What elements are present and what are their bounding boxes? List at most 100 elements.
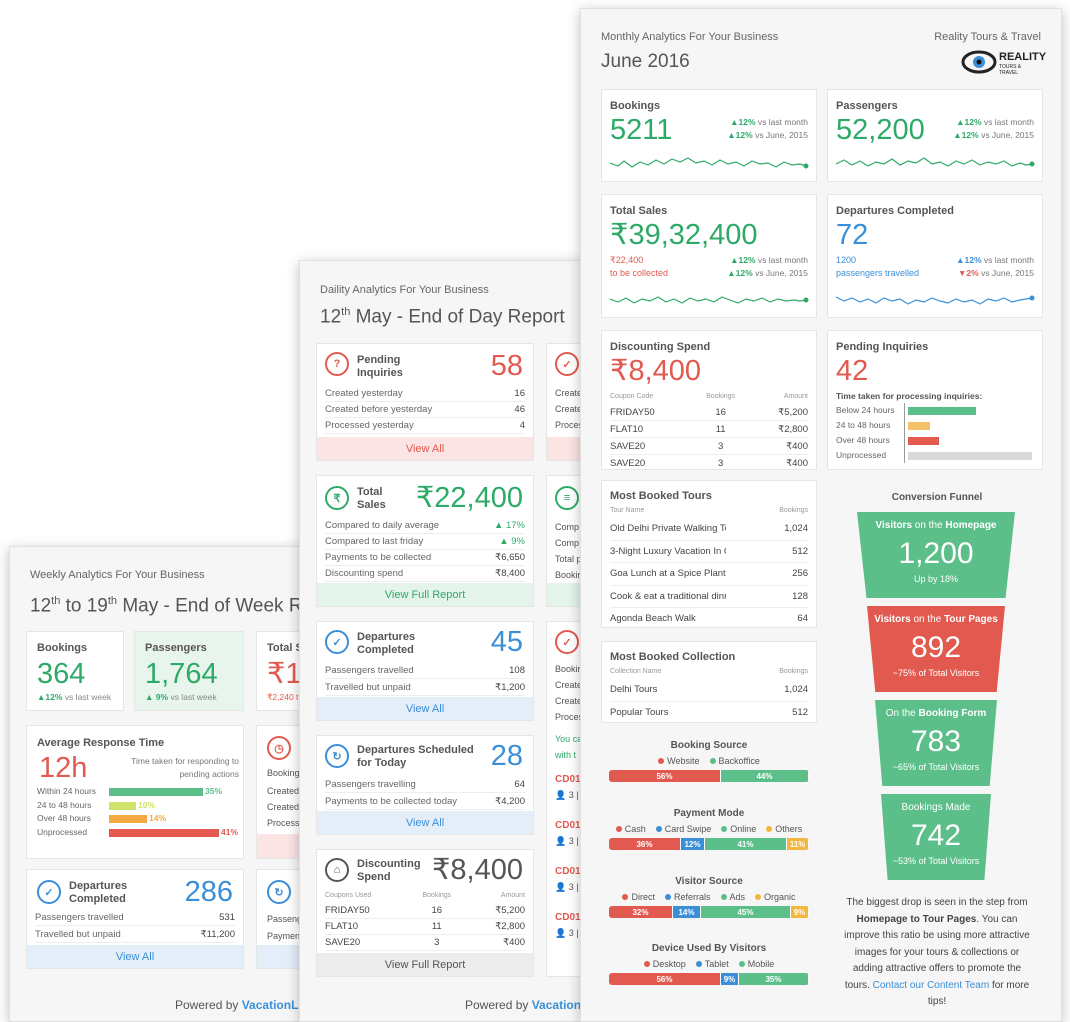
most-booked-tours-card[interactable]: Most Booked Tours Tour Name Bookings Old D… bbox=[601, 480, 817, 628]
inquiry-row-label: 24 to 48 hours bbox=[836, 420, 891, 430]
response-bar bbox=[109, 815, 147, 823]
refresh-icon: ↻ bbox=[267, 880, 291, 904]
seg-bar-segment: 9% bbox=[791, 906, 809, 918]
cd-sub: 👤 3 | bbox=[555, 790, 579, 800]
daily-powered: Powered by Vacation bbox=[465, 998, 582, 1012]
table-row: SAVE20 3 ₹400 bbox=[325, 935, 525, 951]
cd-sub: 👤 3 | bbox=[555, 836, 579, 846]
kv-row: Payments to be collected ₹6,650 bbox=[325, 550, 525, 566]
legend-dot bbox=[655, 826, 662, 832]
inquiry-bar bbox=[908, 437, 939, 445]
weekly-tag: Weekly Analytics For Your Business bbox=[30, 569, 205, 581]
legend-dot bbox=[738, 961, 745, 967]
funnel-step-bookings-made[interactable]: Bookings Made 742 ~53% of Total Visitors bbox=[881, 794, 991, 880]
monthly-report-panel: Monthly Analytics For Your Business June… bbox=[580, 8, 1062, 1022]
monthly-bookings-card[interactable]: Bookings 5211 ▲12% vs last month ▲12% vs … bbox=[601, 89, 817, 182]
weekly-departures-view-all[interactable]: View All bbox=[27, 945, 243, 968]
response-row-label: Over 48 hours bbox=[37, 813, 91, 823]
table-row: FRIDAY50 16 ₹5,200 bbox=[610, 404, 808, 421]
cd-code: CD01 bbox=[555, 774, 581, 785]
seg-bar-segment: 36% bbox=[609, 838, 681, 850]
seg-chart-legend: Website Backoffice bbox=[609, 756, 809, 766]
funnel-step-tour-pages[interactable]: Visitors on the Tour Pages 892 ~75% of T… bbox=[867, 606, 1005, 692]
company-logo: REALITY TOURS & TRAVEL bbox=[961, 49, 1046, 76]
table-row: Goa Lunch at a Spice Plantation and..256 bbox=[610, 563, 808, 586]
legend-dot bbox=[643, 961, 650, 967]
daily-sales-card[interactable]: ₹ Total Sales ₹22,400 Compared to daily a… bbox=[316, 475, 534, 607]
check-icon: ✓ bbox=[37, 880, 61, 904]
seg-bar-segment: 32% bbox=[609, 906, 673, 918]
daily-discount-view-report[interactable]: View Full Report bbox=[317, 953, 533, 976]
daily-tag: Daility Analytics For Your Business bbox=[320, 284, 489, 296]
seg-bar-segment: 56% bbox=[609, 770, 721, 782]
response-row-label: Unprocessed bbox=[37, 826, 88, 837]
daily-title: 12th May - End of Day Report bbox=[320, 306, 565, 328]
weekly-departures-card[interactable]: ✓ Departures Completed 286 Passengers tra… bbox=[26, 869, 244, 969]
table-row: Popular Tours 512 bbox=[610, 702, 808, 723]
response-pct: 35% bbox=[205, 786, 223, 796]
weekly-powered: Powered by VacationL bbox=[175, 998, 299, 1012]
kv-row: Travelled but unpaid ₹1,200 bbox=[325, 680, 525, 696]
funnel-step-homepage[interactable]: Visitors on the Homepage 1,200 Up by 18% bbox=[857, 512, 1015, 598]
seg-bar-segment: 35% bbox=[739, 973, 809, 985]
kv-row: Travelled but unpaid ₹11,200 bbox=[35, 927, 235, 943]
axis-line bbox=[904, 403, 905, 418]
table-row: Agonda Beach Walk 64 bbox=[610, 608, 808, 627]
table-row: FRIDAY50 16 ₹5,200 bbox=[325, 903, 525, 919]
cd-sub: 👤 3 | bbox=[555, 928, 579, 938]
monthly-discount-card[interactable]: Discounting Spend ₹8,400 Coupon Code Book… bbox=[601, 330, 817, 470]
seg-bar: 36% 12% 41% 11% bbox=[609, 838, 809, 850]
response-pct: 10% bbox=[138, 799, 156, 810]
weekly-bookings-card[interactable]: Bookings 364 ▲12% vs last week bbox=[26, 631, 124, 711]
daily-pending-card[interactable]: ? Pending Inquiries 58 Created yesterday 1… bbox=[316, 343, 534, 461]
seg-chart-legend: Desktop Tablet Mobile bbox=[609, 959, 809, 969]
seg-chart-legend: Cash Card Swipe Online Others bbox=[609, 824, 809, 834]
cd-code: CD01 bbox=[555, 866, 581, 877]
monthly-departures-card[interactable]: Departures Completed 72 1200 passengers t… bbox=[827, 194, 1043, 318]
response-row-label: Within 24 hours bbox=[37, 786, 97, 796]
seg-bar: 56% 44% bbox=[609, 770, 809, 782]
check-icon: ✓ bbox=[555, 630, 579, 654]
seg-bar-segment: 12% bbox=[681, 838, 705, 850]
daily-sales-view-report[interactable]: View Full Report bbox=[317, 583, 533, 606]
weekly-response-card[interactable]: Average Response Time 12h Time taken for… bbox=[26, 725, 244, 859]
daily-departures-view-all[interactable]: View All bbox=[317, 697, 533, 720]
legend-dot bbox=[615, 826, 622, 832]
daily-discount-card[interactable]: ⌂ Discounting Spend ₹8,400 Coupons Used Bo… bbox=[316, 849, 534, 977]
daily-departures-card[interactable]: ✓ Departures Completed 45 Passengers trav… bbox=[316, 621, 534, 721]
weekly-report-panel: Weekly Analytics For Your Business 12th … bbox=[9, 546, 309, 1022]
kv-row: Processed yesterday 4 bbox=[325, 418, 525, 434]
daily-scheduled-view-all[interactable]: View All bbox=[317, 811, 533, 834]
daily-scheduled-card[interactable]: ↻ Departures Scheduled for Today 28 Passe… bbox=[316, 735, 534, 835]
funnel-step-booking-form[interactable]: On the Booking Form 783 ~65% of Total Vi… bbox=[875, 700, 997, 786]
most-booked-collection-card[interactable]: Most Booked Collection Collection Name Bo… bbox=[601, 641, 817, 723]
table-row: Cook & eat a traditional dinner with..12… bbox=[610, 586, 808, 608]
kv-row: Passengers travelled 531 bbox=[35, 910, 235, 926]
response-bar bbox=[109, 828, 219, 837]
inquiry-row-label: Over 48 hours bbox=[836, 435, 890, 445]
list-icon: ≡ bbox=[555, 486, 579, 510]
monthly-passengers-card[interactable]: Passengers 52,200 ▲12% vs last month ▲12%… bbox=[827, 89, 1043, 182]
response-pct: 41% bbox=[221, 826, 239, 837]
monthly-sales-card[interactable]: Total Sales ₹39,32,400 ₹22,400 to be coll… bbox=[601, 194, 817, 318]
table-header: Collection Name Bookings bbox=[610, 668, 808, 675]
seg-bar-segment: 9% bbox=[721, 973, 739, 985]
table-header: Tour Name Bookings bbox=[610, 507, 808, 514]
seg-chart-title: Booking Source bbox=[670, 740, 748, 751]
seg-bar-segment: 45% bbox=[701, 906, 791, 918]
inquiry-row-label: Unprocessed bbox=[836, 450, 887, 460]
sales-sparkline bbox=[610, 296, 809, 304]
daily-pending-view-all[interactable]: View All bbox=[317, 437, 533, 460]
check-icon: ✓ bbox=[325, 630, 349, 654]
seg-bar: 32% 14% 45% 9% bbox=[609, 906, 809, 918]
monthly-inquiries-card[interactable]: Pending Inquiries 42 Time taken for proc… bbox=[827, 330, 1043, 470]
contact-content-team-link[interactable]: Contact our Content Team bbox=[872, 979, 990, 991]
weekly-passengers-card[interactable]: Passengers 1,764 ▲ 9% vs last week bbox=[134, 631, 244, 711]
legend-dot bbox=[622, 894, 629, 900]
kv-row: Compared to daily average ▲ 17% bbox=[325, 518, 525, 534]
weekly-title: 12th to 19th May - End of Week Re bbox=[30, 595, 309, 617]
rupee-icon: ₹ bbox=[325, 486, 349, 510]
table-row: Delhi Tours 1,024 bbox=[610, 679, 808, 702]
cd-code: CD01 bbox=[555, 820, 581, 831]
company-name: Reality Tours & Travel bbox=[934, 31, 1041, 43]
